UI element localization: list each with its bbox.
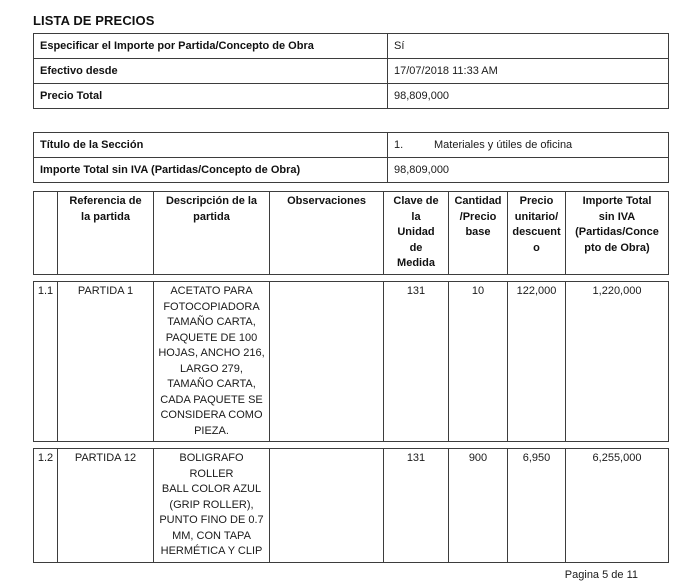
- item-cantidad-cell: 10: [448, 281, 508, 442]
- item-precio-cell: 122,000: [507, 281, 566, 442]
- section-total-value: 98,809,000: [387, 157, 669, 183]
- summary-label: Especificar el Importe por Partida/Conce…: [33, 33, 388, 59]
- items-header-table: Referencia de la partida Descripción de …: [33, 191, 669, 275]
- item-clave-cell: 131: [383, 448, 449, 563]
- item-ref-cell: 1.2: [33, 448, 58, 563]
- header-importe-total: Importe Total sin IVA (Partidas/Conce pt…: [565, 191, 669, 275]
- item-importe-cell: 1,220,000: [565, 281, 669, 442]
- section-table: Título de la Sección 1. Materiales y útil…: [33, 132, 669, 183]
- item-importe-cell: 6,255,000: [565, 448, 669, 563]
- item-row: 1.1 PARTIDA 1 ACETATO PARA FOTOCOPIADORA…: [33, 281, 669, 442]
- item-partida-cell: PARTIDA 1: [57, 281, 154, 442]
- header-index-cell: [33, 191, 58, 275]
- header-cantidad: Cantidad /Precio base: [448, 191, 508, 275]
- summary-value: 98,809,000: [387, 83, 669, 109]
- section-name: Materiales y útiles de oficina: [434, 139, 573, 151]
- item-cantidad-cell: 900: [448, 448, 508, 563]
- header-precio-unitario: Precio unitario/ descuent o: [507, 191, 566, 275]
- item-partida-cell: PARTIDA 12: [57, 448, 154, 563]
- item-ref-cell: 1.1: [33, 281, 58, 442]
- summary-table: Especificar el Importe por Partida/Conce…: [33, 33, 669, 109]
- summary-label: Precio Total: [33, 83, 388, 109]
- item-row-table: 1.1 PARTIDA 1 ACETATO PARA FOTOCOPIADORA…: [33, 281, 669, 442]
- summary-value: Sí: [387, 33, 669, 59]
- page-number: Pagina 5 de 11: [564, 568, 638, 581]
- header-observaciones: Observaciones: [269, 191, 384, 275]
- section-title-label: Título de la Sección: [33, 132, 388, 158]
- section-total-label: Importe Total sin IVA (Partidas/Concepto…: [33, 157, 388, 183]
- header-referencia: Referencia de la partida: [57, 191, 154, 275]
- summary-row: Efectivo desde 17/07/2018 11:33 AM: [33, 58, 669, 84]
- item-observaciones-cell: [269, 448, 384, 563]
- header-clave-unidad: Clave de la Unidad de Medida: [383, 191, 449, 275]
- page-title: LISTA DE PRECIOS: [33, 13, 155, 28]
- item-clave-cell: 131: [383, 281, 449, 442]
- summary-row: Precio Total 98,809,000: [33, 83, 669, 109]
- item-observaciones-cell: [269, 281, 384, 442]
- item-precio-cell: 6,950: [507, 448, 566, 563]
- section-title-row: Título de la Sección 1. Materiales y útil…: [33, 132, 669, 158]
- item-descripcion-cell: BOLIGRAFO ROLLER BALL COLOR AZUL (GRIP R…: [153, 448, 270, 563]
- section-total-row: Importe Total sin IVA (Partidas/Concepto…: [33, 157, 669, 183]
- section-number: 1.: [394, 139, 404, 151]
- item-row-table: 1.2 PARTIDA 12 BOLIGRAFO ROLLER BALL COL…: [33, 448, 669, 563]
- item-descripcion-cell: ACETATO PARA FOTOCOPIADORA TAMAÑO CARTA,…: [153, 281, 270, 442]
- summary-row: Especificar el Importe por Partida/Conce…: [33, 33, 669, 59]
- items-header-row: Referencia de la partida Descripción de …: [33, 191, 669, 275]
- header-descripcion: Descripción de la partida: [153, 191, 270, 275]
- summary-label: Efectivo desde: [33, 58, 388, 84]
- section-title-value: 1. Materiales y útiles de oficina: [387, 132, 669, 158]
- item-row: 1.2 PARTIDA 12 BOLIGRAFO ROLLER BALL COL…: [33, 448, 669, 563]
- summary-value: 17/07/2018 11:33 AM: [387, 58, 669, 84]
